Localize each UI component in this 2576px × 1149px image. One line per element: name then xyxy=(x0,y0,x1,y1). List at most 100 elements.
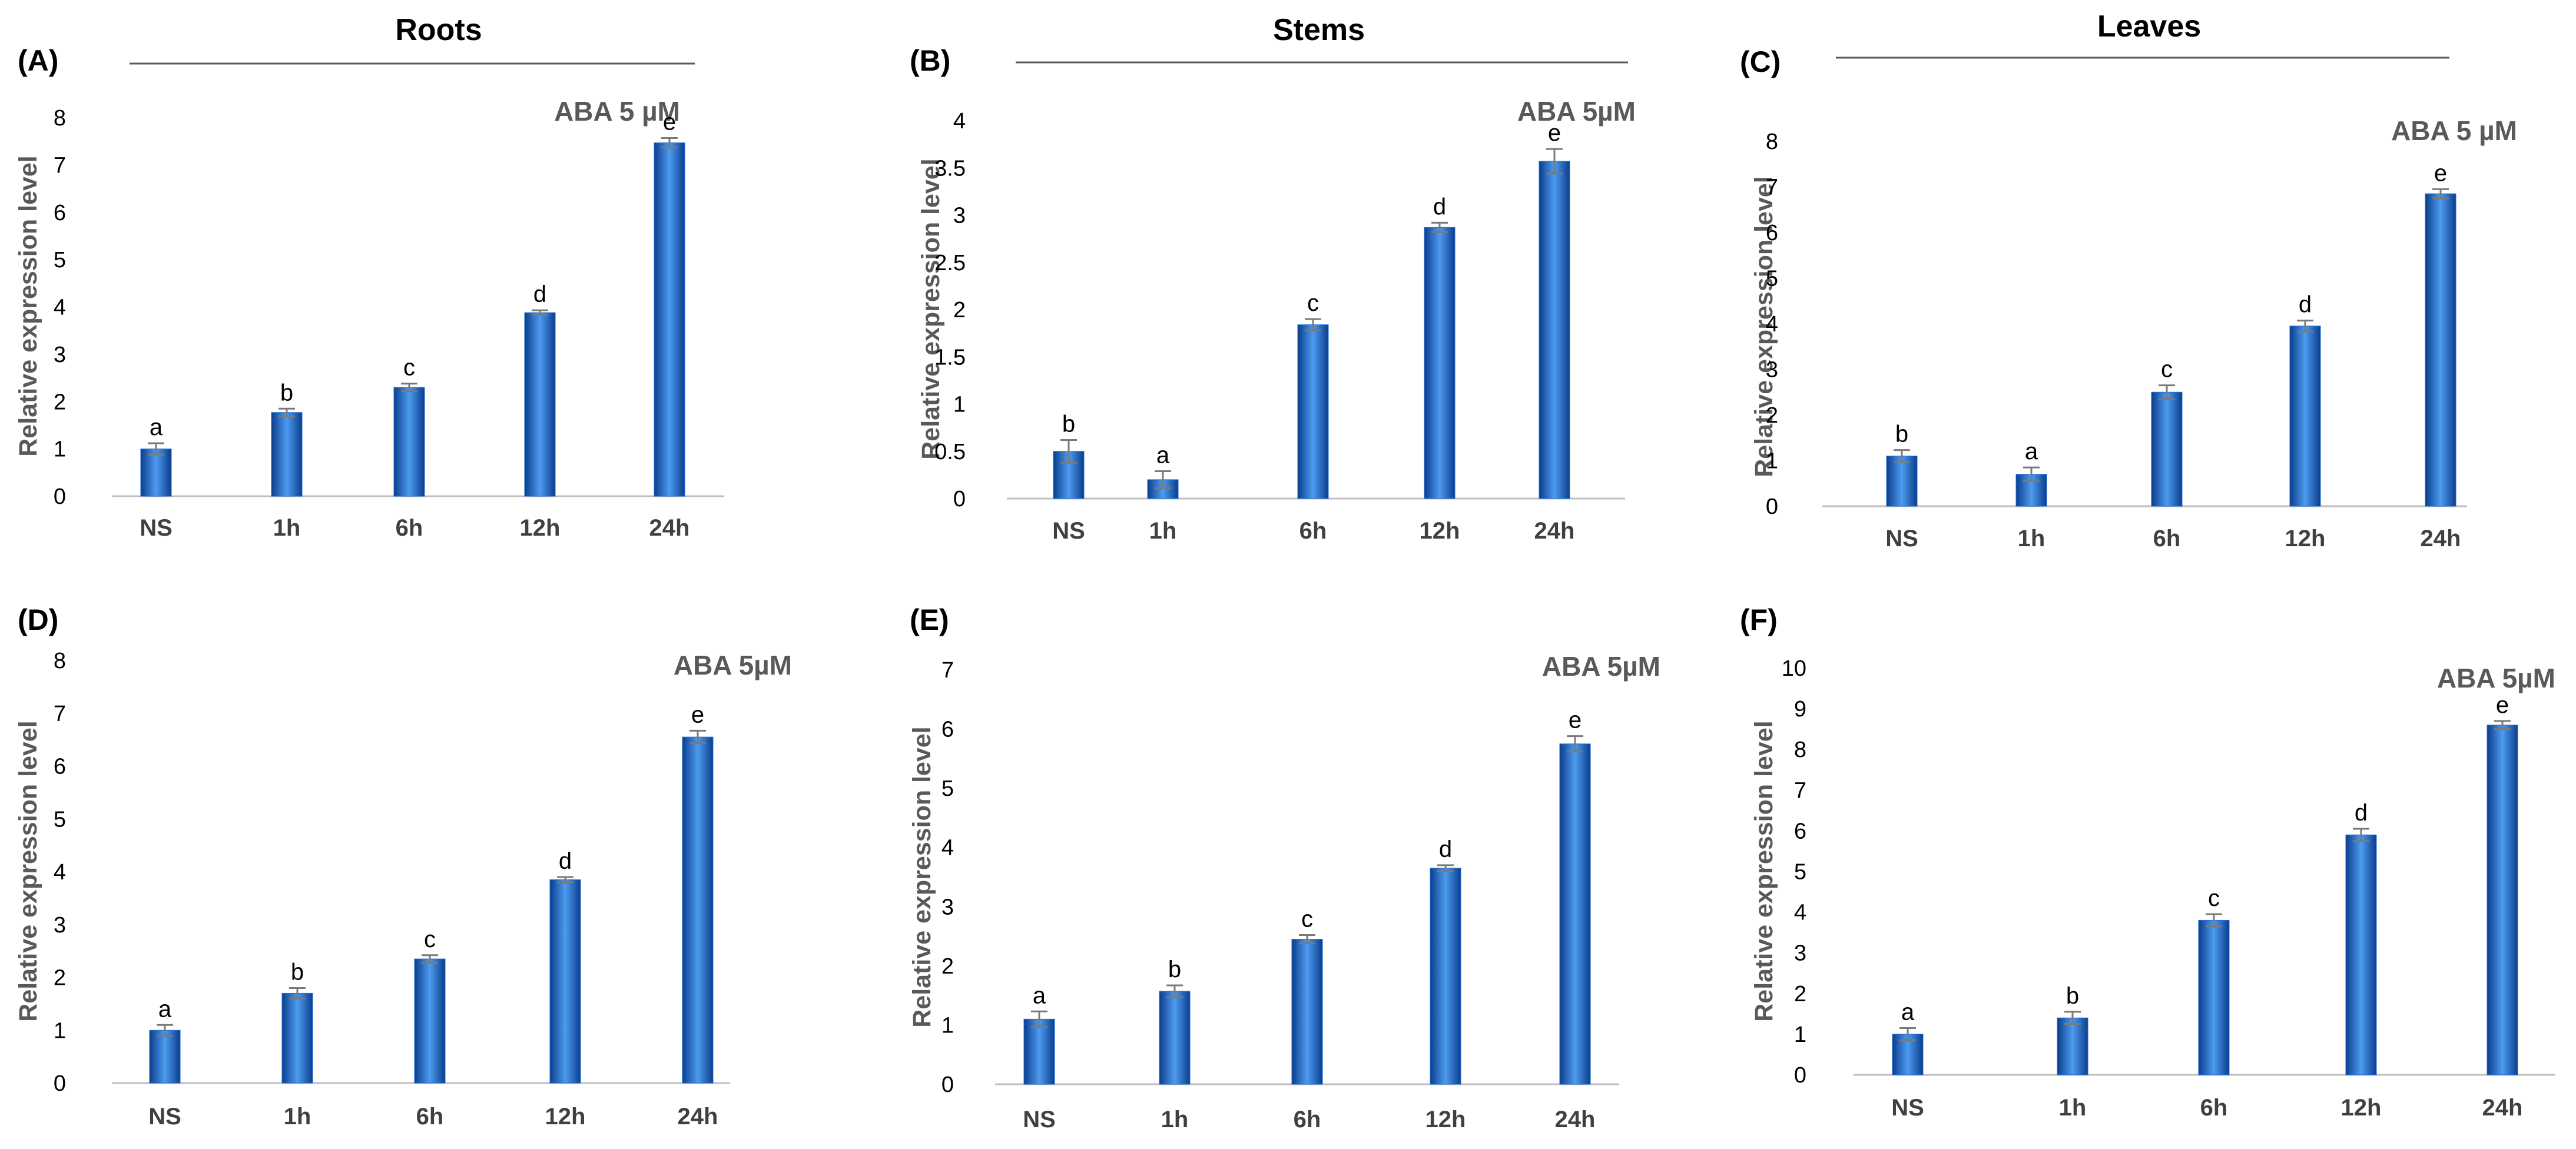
panel-e-y-tick: 3 xyxy=(941,895,954,919)
panel-c-significance-letter: a xyxy=(2025,439,2038,464)
panel-a-significance-letter: e xyxy=(663,109,676,135)
panel-f-x-tick: 1h xyxy=(2059,1095,2087,1121)
panel-f-y-tick: 6 xyxy=(1794,819,1806,844)
panel-b-y-tick: 0 xyxy=(953,487,966,512)
panel-d-bar-1h xyxy=(281,992,313,1084)
panel-f-significance-letter: e xyxy=(2496,692,2509,718)
panel-b-annotation: ABA 5µM xyxy=(1517,96,1636,127)
panel-a-y-tick: 0 xyxy=(54,484,66,509)
panel-b-x-tick: 12h xyxy=(1420,518,1460,544)
panel-c-x-tick: 24h xyxy=(2421,526,2461,552)
panel-b-bar-6h xyxy=(1297,324,1329,499)
panel-b-y-tick: 1 xyxy=(953,393,966,417)
panel-a-bar-24h xyxy=(654,142,685,497)
panel-c-y-tick: 2 xyxy=(1766,403,1778,428)
panel-f-x-tick: NS xyxy=(1891,1095,1924,1121)
panel-f-bar-1h xyxy=(2057,1017,2088,1075)
panel-b-y-tick: 4 xyxy=(953,109,966,134)
panel-b-x-tick: 1h xyxy=(1149,518,1177,544)
panel-c-significance-letter: e xyxy=(2434,160,2447,186)
panel-e-significance-letter: e xyxy=(1569,708,1582,733)
panel-f-significance-letter: d xyxy=(2355,800,2368,826)
panel-e-bar-6h xyxy=(1291,939,1323,1085)
panel-e-bar-NS xyxy=(1023,1018,1055,1085)
panel-b-y-tick: 3.5 xyxy=(934,156,966,181)
panel-c-significance-letter: c xyxy=(2161,357,2173,383)
panel-d-y-tick: 2 xyxy=(54,966,66,991)
panel-e-bar-12h xyxy=(1430,868,1461,1085)
panel-d-bar-24h xyxy=(682,736,714,1084)
panel-e-bar-24h xyxy=(1559,743,1591,1085)
panel-f-bar-6h xyxy=(2198,919,2230,1075)
panel-e-x-tick: 12h xyxy=(1425,1107,1466,1133)
panel-a-bar-1h xyxy=(271,412,303,497)
panel-c-bar-24h xyxy=(2425,193,2456,507)
panel-a-significance-letter: d xyxy=(533,281,546,307)
panel-b-y-tick: 2.5 xyxy=(934,251,966,275)
panel-f-y-tick: 1 xyxy=(1794,1022,1806,1047)
column-title-leaves: Leaves xyxy=(2097,9,2201,44)
panel-a-significance-letter: b xyxy=(280,380,293,406)
panel-b-significance-letter: d xyxy=(1433,194,1446,220)
panel-f-x-tick: 24h xyxy=(2482,1095,2523,1121)
panel-e-y-tick: 0 xyxy=(941,1072,954,1097)
panel-a-annotation: ABA 5 µM xyxy=(554,96,680,127)
column-title-stems: Stems xyxy=(1273,13,1365,47)
panel-a-y-tick: 4 xyxy=(54,295,66,320)
panel-a-y-tick: 8 xyxy=(54,106,66,131)
panel-a-bar-NS xyxy=(140,449,172,497)
panel-d: (D) ABA 5µM Relative expression level 0 1 2 3 4… xyxy=(14,603,792,1130)
panel-d-y-tick: 6 xyxy=(54,755,66,779)
column-titles: Roots Stems Leaves xyxy=(130,9,2449,65)
panel-d-bar-6h xyxy=(414,958,446,1084)
panel-d-y-tick: 1 xyxy=(54,1018,66,1043)
panel-f-x-tick: 6h xyxy=(2200,1095,2228,1121)
panel-d-y-tick: 7 xyxy=(54,702,66,726)
panel-c-x-tick: 6h xyxy=(2153,526,2181,552)
panel-c-y-tick: 3 xyxy=(1766,358,1778,383)
panel-a-x-tick: NS xyxy=(140,515,173,541)
chart-panels: (A) ABA 5 µM Relative expression level 0 1 2 3… xyxy=(14,44,2555,1133)
panel-e-y-axis-title: Relative expression level xyxy=(908,726,936,1028)
panel-a-y-tick: 7 xyxy=(54,153,66,178)
panel-a-y-tick: 5 xyxy=(54,248,66,273)
panel-d-significance-letter: d xyxy=(559,848,572,874)
panel-b-bar-12h xyxy=(1424,227,1456,499)
panel-c-bar-12h xyxy=(2289,326,2321,507)
panel-c-y-tick: 0 xyxy=(1766,494,1778,519)
panel-a-y-tick: 3 xyxy=(54,343,66,367)
panel-f-y-tick: 0 xyxy=(1794,1063,1806,1088)
panel-a-significance-letter: a xyxy=(150,414,163,440)
panel-d-x-tick: 1h xyxy=(284,1104,311,1130)
panel-d-x-tick: NS xyxy=(148,1104,181,1130)
panel-a-y-tick: 6 xyxy=(54,201,66,225)
panel-d-x-tick: 6h xyxy=(416,1104,444,1130)
panel-f-bar-24h xyxy=(2487,725,2518,1075)
panel-d-annotation: ABA 5µM xyxy=(674,650,792,680)
panel-f-y-tick: 2 xyxy=(1794,982,1806,1007)
panel-c-bar-NS xyxy=(1886,456,1918,507)
panel-b-x-tick: 6h xyxy=(1299,518,1327,544)
panel-f-y-tick: 9 xyxy=(1794,697,1806,722)
panel-c-significance-letter: b xyxy=(1895,421,1908,447)
panel-f-y-tick: 5 xyxy=(1794,860,1806,885)
panel-a-bar-12h xyxy=(524,312,556,497)
panel-e-significance-letter: d xyxy=(1439,836,1452,862)
panel-b-y-tick: 0.5 xyxy=(934,440,966,464)
panel-d-significance-letter: a xyxy=(158,996,172,1022)
panel-a-y-tick: 1 xyxy=(54,437,66,462)
panel-f-x-tick: 12h xyxy=(2341,1095,2382,1121)
panel-d-y-tick: 0 xyxy=(54,1071,66,1096)
panel-e-annotation: ABA 5µM xyxy=(1542,651,1660,682)
panel-f-significance-letter: a xyxy=(1901,999,1915,1025)
panel-a-x-tick: 12h xyxy=(520,515,561,541)
panel-a-x-tick: 24h xyxy=(649,515,690,541)
panel-e-y-tick: 4 xyxy=(941,836,954,861)
panel-c: (C) ABA 5 µM Relative expression level 0 1 2 3… xyxy=(1740,45,2517,552)
panel-e-x-tick: 6h xyxy=(1294,1107,1321,1133)
panel-b-y-tick: 3 xyxy=(953,204,966,228)
panel-e-y-tick: 2 xyxy=(941,954,954,979)
panel-e-bar-1h xyxy=(1159,991,1191,1085)
panel-d-bar-12h xyxy=(549,879,581,1084)
panel-f-bar-12h xyxy=(2345,834,2377,1075)
